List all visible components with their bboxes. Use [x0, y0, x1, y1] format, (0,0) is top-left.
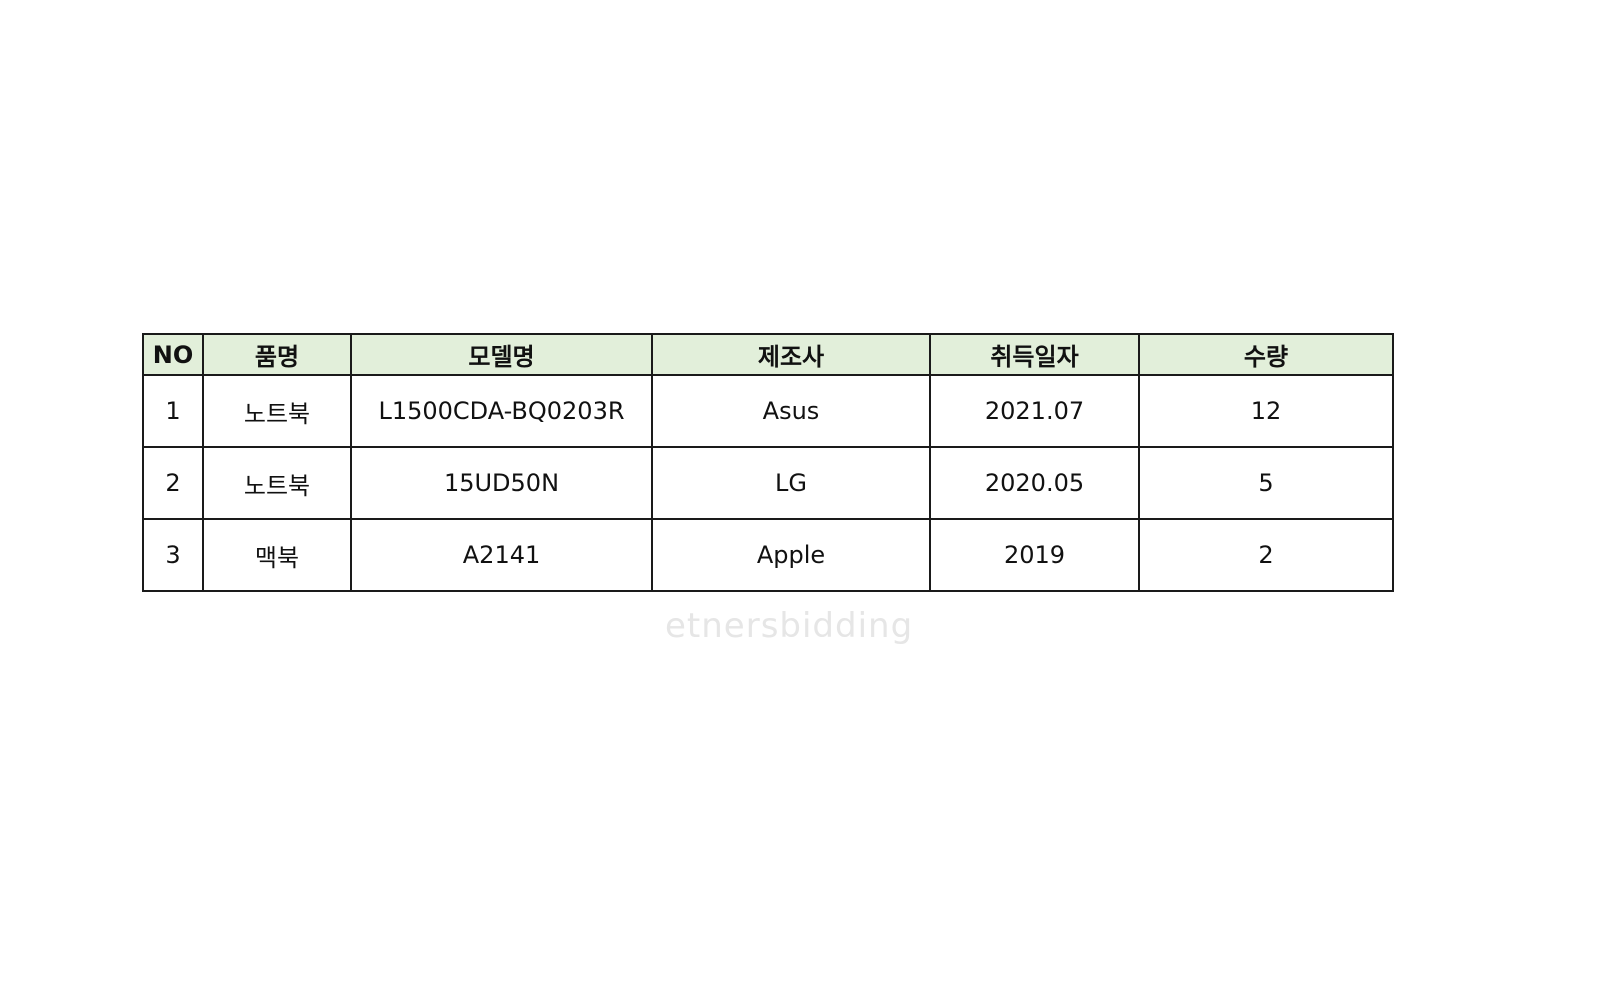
cell-manufacturer: Apple: [651, 518, 931, 592]
cell-model-name: 15UD50N: [350, 446, 653, 520]
cell-no: 2: [142, 446, 204, 520]
cell-item-name: 노트북: [202, 446, 352, 520]
header-no: NO: [142, 333, 204, 376]
table-row: 3 맥북 A2141 Apple 2019 2: [142, 518, 1394, 592]
table-header-row: NO 품명 모델명 제조사 취득일자 수량: [142, 333, 1394, 376]
header-acquisition-date: 취득일자: [929, 333, 1140, 376]
header-model-name: 모델명: [350, 333, 653, 376]
header-quantity: 수량: [1138, 333, 1394, 376]
cell-acquisition-date: 2019: [929, 518, 1140, 592]
cell-quantity: 5: [1138, 446, 1394, 520]
cell-acquisition-date: 2021.07: [929, 374, 1140, 448]
cell-no: 3: [142, 518, 204, 592]
header-item-name: 품명: [202, 333, 352, 376]
header-manufacturer: 제조사: [651, 333, 931, 376]
cell-acquisition-date: 2020.05: [929, 446, 1140, 520]
asset-table: NO 품명 모델명 제조사 취득일자 수량 1 노트북 L1500CDA-BQ0…: [142, 333, 1394, 592]
cell-item-name: 맥북: [202, 518, 352, 592]
table-row: 1 노트북 L1500CDA-BQ0203R Asus 2021.07 12: [142, 374, 1394, 448]
table-row: 2 노트북 15UD50N LG 2020.05 5: [142, 446, 1394, 520]
cell-quantity: 12: [1138, 374, 1394, 448]
cell-item-name: 노트북: [202, 374, 352, 448]
watermark: etnersbidding: [665, 606, 914, 646]
cell-manufacturer: Asus: [651, 374, 931, 448]
cell-model-name: L1500CDA-BQ0203R: [350, 374, 653, 448]
cell-model-name: A2141: [350, 518, 653, 592]
cell-manufacturer: LG: [651, 446, 931, 520]
cell-no: 1: [142, 374, 204, 448]
cell-quantity: 2: [1138, 518, 1394, 592]
